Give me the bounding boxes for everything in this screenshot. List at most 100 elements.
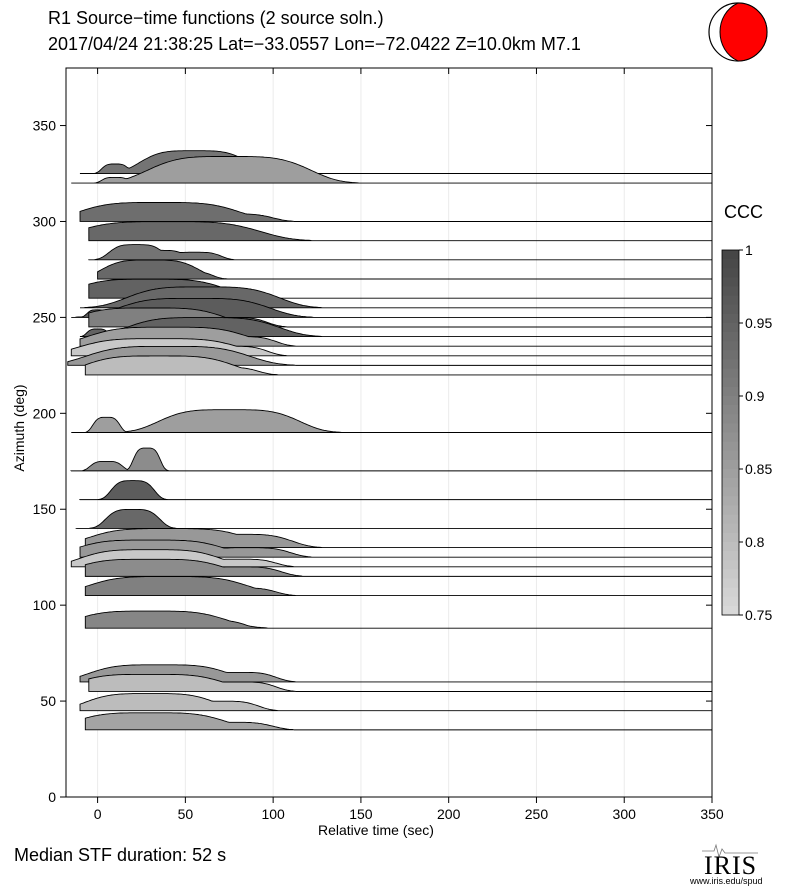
x-tick-label: 0 (94, 806, 102, 822)
colorbar: 1 0.95 0.9 0.85 0.8 0.75 (721, 242, 772, 623)
x-tick-label: 50 (178, 806, 194, 822)
colorbar-segment (722, 496, 739, 506)
colorbar-segment (722, 368, 739, 379)
colorbar-segment (722, 542, 739, 552)
colorbar-segment (722, 532, 739, 543)
stf-trace (79, 202, 713, 222)
y-tick-label: 150 (33, 501, 57, 517)
stf-trace (79, 693, 713, 712)
colorbar-segment (722, 441, 739, 452)
stf-trace (79, 664, 713, 683)
colorbar-segment (722, 423, 739, 433)
stf-trace (88, 673, 713, 692)
y-tick-label: 0 (48, 789, 56, 805)
colorbar-frame (721, 249, 740, 616)
focal-mechanism-icon (708, 2, 768, 62)
stf-trace (84, 610, 713, 629)
colorbar-segment (722, 341, 739, 351)
stf-trace (70, 549, 713, 568)
colorbar-segment (722, 304, 739, 315)
y-tick-label: 250 (33, 309, 57, 325)
stf-trace (84, 712, 713, 731)
colorbar-tick-label: 0.8 (745, 534, 765, 550)
colorbar-segment (722, 587, 739, 598)
colorbar-segment (722, 459, 739, 470)
colorbar-segment (722, 450, 739, 461)
colorbar-segment (722, 432, 739, 443)
colorbar-segment (722, 396, 739, 406)
y-tick-label: 100 (33, 597, 57, 613)
colorbar-segment (722, 405, 739, 415)
chart-title: R1 Source−time functions (2 source soln.… (48, 8, 384, 28)
median-duration: Median STF duration: 52 s (14, 845, 227, 865)
y-tick-label: 200 (33, 405, 57, 421)
iris-logo-text: IRIS (704, 851, 758, 880)
colorbar-segment (722, 551, 739, 561)
stf-trace (88, 244, 713, 261)
stf-traces (67, 150, 713, 731)
colorbar-segment (722, 377, 739, 388)
y-axis-label: Azimuth (deg) (11, 384, 27, 472)
colorbar-segment (722, 478, 739, 488)
colorbar-tick-label: 0.9 (745, 388, 765, 404)
stf-trace (71, 297, 713, 318)
x-tick-label: 100 (261, 806, 285, 822)
colorbar-segment (722, 605, 739, 616)
x-tick-label: 250 (525, 806, 549, 822)
x-tick-label: 350 (700, 806, 724, 822)
colorbar-title: CCC (724, 202, 763, 222)
colorbar-segment (722, 313, 739, 324)
stf-trace (79, 317, 713, 338)
colorbar-tick-label: 0.75 (745, 607, 772, 623)
colorbar-segment (722, 359, 739, 370)
stf-trace (74, 508, 713, 529)
stf-trace (79, 326, 713, 347)
colorbar-segment (722, 332, 739, 342)
stf-trace (84, 558, 713, 577)
colorbar-segment (722, 259, 739, 269)
colorbar-segment (722, 505, 739, 516)
colorbar-segment (722, 295, 739, 306)
colorbar-tick-label: 0.85 (745, 461, 772, 477)
colorbar-segment (722, 569, 739, 579)
stf-trace (88, 221, 713, 242)
colorbar-tick-label: 0.95 (745, 315, 772, 331)
y-tick-label: 50 (40, 693, 56, 709)
colorbar-segment (722, 487, 739, 497)
plot-frame (65, 67, 713, 798)
y-tick-label: 300 (33, 213, 57, 229)
y-tick-label: 350 (33, 118, 57, 134)
colorbar-segment (722, 578, 739, 589)
stf-trace (71, 409, 712, 433)
colorbar-segment (722, 250, 739, 260)
event-info: 2017/04/24 21:38:25 Lat=−33.0557 Lon=−72… (48, 34, 581, 54)
stf-trace (84, 528, 713, 549)
stf-trace (67, 345, 713, 366)
stf-trace (97, 259, 713, 280)
x-tick-label: 150 (349, 806, 373, 822)
colorbar-segment (722, 350, 739, 360)
stf-trace (84, 576, 713, 597)
iris-logo: IRIS (700, 843, 760, 882)
colorbar-segment (722, 323, 739, 333)
stf-trace (84, 355, 713, 376)
x-tick-label: 200 (437, 806, 461, 822)
x-axis: 0 50 100 150 200 250 300 350 (94, 68, 724, 822)
x-tick-label: 300 (613, 806, 637, 822)
colorbar-segment (722, 560, 739, 570)
stf-trace (71, 156, 713, 184)
iris-url[interactable]: www.iris.edu/spud (690, 876, 763, 886)
colorbar-segment (722, 469, 739, 479)
colorbar-segment (722, 386, 739, 397)
colorbar-segment (722, 514, 739, 525)
colorbar-segment (722, 414, 739, 424)
colorbar-segment (722, 286, 739, 297)
stf-trace (70, 447, 713, 472)
y-axis: 0 50 100 150 200 250 300 350 (33, 118, 712, 805)
colorbar-segment (722, 523, 739, 534)
colorbar-tick-label: 1 (745, 242, 753, 258)
colorbar-segment (722, 268, 739, 278)
colorbar-segment (722, 277, 739, 287)
colorbar-segment (722, 596, 739, 607)
